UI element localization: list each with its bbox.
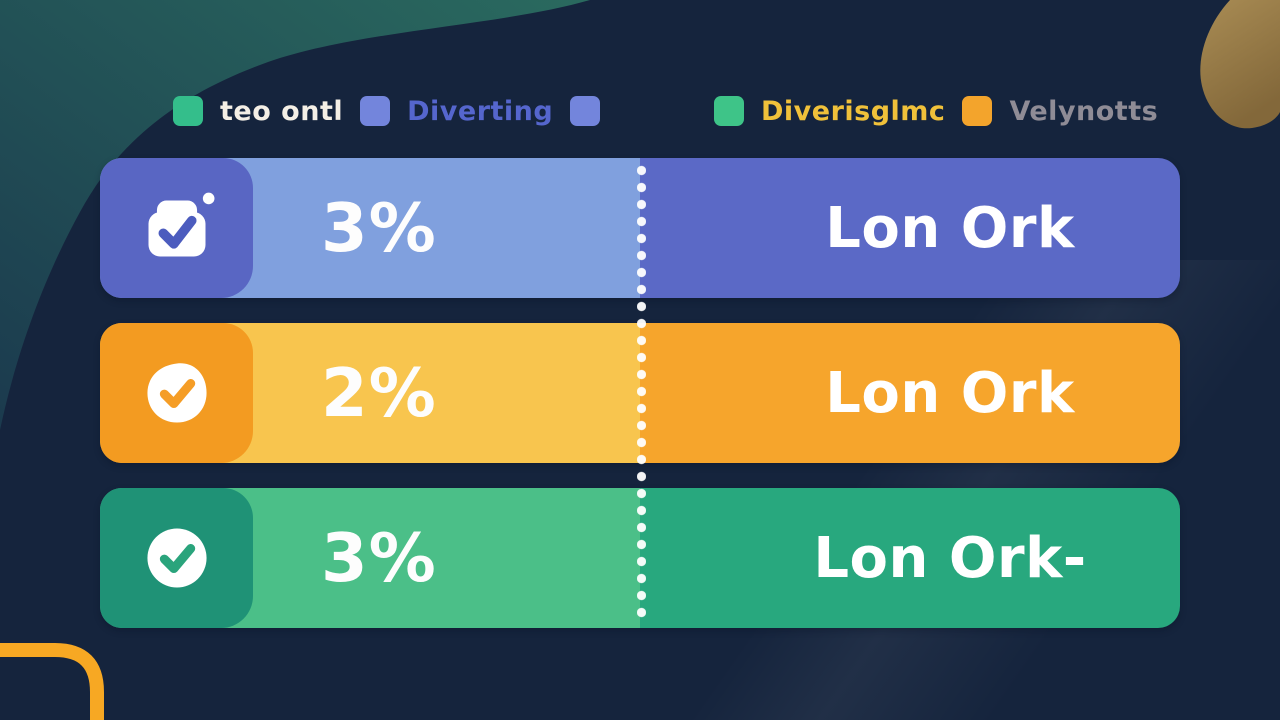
legend-swatch-periwinkle	[360, 96, 391, 126]
bar-percent: 3%	[321, 189, 437, 267]
bar-label: Lon Ork	[825, 360, 1075, 426]
shield-check-icon	[146, 363, 207, 423]
bar-label: Lon Ork	[825, 195, 1075, 261]
legend-swatch-green	[173, 96, 203, 126]
bar-row-green: Lon Ork- 3%	[100, 488, 1180, 628]
bar-right-segment: Lon Ork	[640, 158, 1180, 298]
bar-percent: 3%	[321, 519, 437, 597]
bar-percent: 2%	[321, 354, 437, 432]
tan-corner-blob	[1200, 0, 1280, 129]
notification-dot	[202, 192, 214, 205]
legend-group-left: teo ontl Diverting	[173, 95, 601, 127]
bar-row-blue: Lon Ork 3%	[100, 158, 1180, 298]
legend-label-diverisglmc: Diverisglmc	[761, 95, 946, 127]
legend-swatch-green-2	[714, 96, 744, 126]
inbox-check-icon	[148, 192, 214, 257]
bar-chart: Lon Ork 3% Lon Ork	[100, 158, 1180, 628]
circle-check-icon	[146, 528, 207, 588]
bar-row-orange: Lon Ork 2%	[100, 323, 1180, 463]
legend-swatch-periwinkle-2	[570, 96, 601, 126]
legend-label-velynotts: Velynotts	[1009, 95, 1159, 127]
legend-label-teo-ontl: teo ontl	[220, 95, 344, 127]
bar-right-segment: Lon Ork	[640, 323, 1180, 463]
icon-badge-block	[100, 158, 253, 298]
bar-right-segment: Lon Ork-	[640, 488, 1180, 628]
legend-swatch-orange	[962, 96, 993, 126]
orange-corner-outline	[0, 643, 104, 720]
legend-label-diverting: Diverting	[407, 95, 554, 127]
bar-label: Lon Ork-	[813, 525, 1087, 591]
icon-badge-block	[100, 323, 253, 463]
legend-group-right: Diverisglmc Velynotts	[714, 95, 1158, 127]
icon-badge-block	[100, 488, 253, 628]
dotted-divider-line	[637, 162, 646, 624]
